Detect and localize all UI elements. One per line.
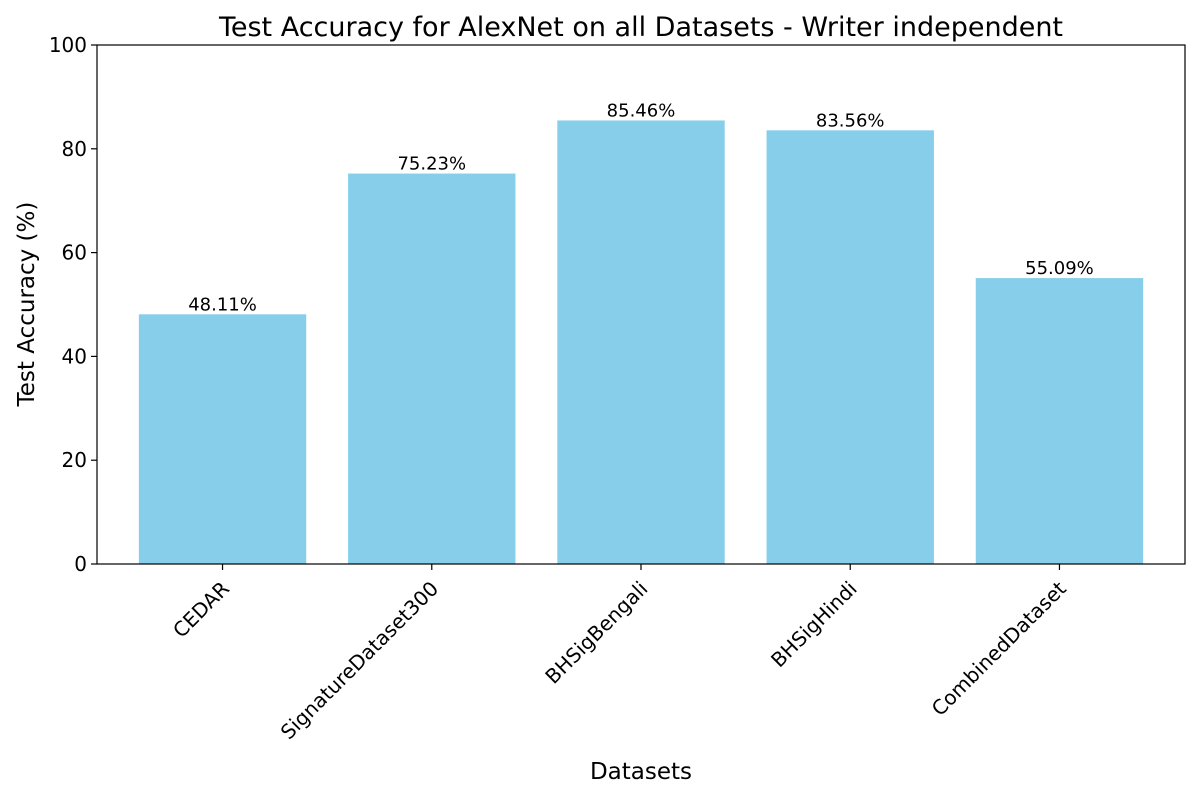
- bar-signaturedataset300: [348, 173, 516, 564]
- y-tick-label: 40: [62, 344, 87, 368]
- value-label-combineddataset: 55.09%: [1025, 258, 1094, 279]
- y-axis: 0 20 40 60 80 100: [49, 33, 97, 576]
- value-label-bhsigbengali: 85.46%: [607, 100, 676, 121]
- bar-bhsighindi: [766, 130, 934, 564]
- value-labels-layer: 48.11% 75.23% 85.46% 83.56% 55.09%: [188, 100, 1094, 315]
- bar-bhsigbengali: [557, 120, 725, 565]
- x-tick-label-bhsighindi: BHSigHindi: [766, 576, 862, 672]
- x-axis: CEDAR SignatureDataset300 BHSigBengali BHSi…: [168, 564, 1071, 744]
- x-tick-label-combineddataset: CombinedDataset: [927, 576, 1071, 720]
- y-tick-label: 0: [74, 552, 87, 576]
- y-tick-label: 80: [62, 137, 87, 161]
- y-tick-label: 100: [49, 33, 87, 57]
- value-label-cedar: 48.11%: [188, 294, 257, 315]
- x-tick-label-bhsigbengali: BHSigBengali: [540, 576, 652, 688]
- bar-combineddataset: [975, 278, 1144, 564]
- x-axis-label: Datasets: [590, 759, 692, 785]
- bars-layer: [138, 120, 1144, 565]
- x-tick-label-signaturedataset300: SignatureDataset300: [276, 576, 444, 744]
- y-tick-label: 20: [62, 448, 87, 472]
- y-tick-label: 60: [62, 241, 87, 265]
- value-label-signaturedataset300: 75.23%: [397, 154, 466, 175]
- y-axis-label: Test Accuracy (%): [14, 202, 40, 408]
- x-tick-label-cedar: CEDAR: [168, 576, 234, 642]
- value-label-bhsighindi: 83.56%: [816, 110, 885, 131]
- bar-cedar: [138, 314, 307, 564]
- chart-title: Test Accuracy for AlexNet on all Dataset…: [218, 12, 1063, 43]
